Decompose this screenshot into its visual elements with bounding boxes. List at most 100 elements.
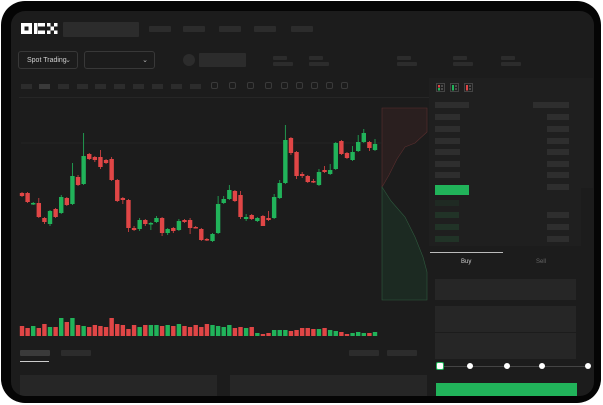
timeframe-button[interactable]: [114, 84, 125, 89]
timeframe-button[interactable]: [152, 84, 163, 89]
slider-step-75[interactable]: [539, 363, 545, 369]
candle-body: [148, 223, 154, 225]
ask-price: [435, 161, 460, 167]
orders-card: [20, 375, 217, 396]
volume-bar: [165, 325, 170, 336]
nav-item[interactable]: [219, 26, 241, 32]
volume-bar: [210, 325, 215, 336]
volume-bar: [288, 331, 294, 336]
trading-screen: Spot Trading ⌄ ⌄ Buy Sell: [11, 11, 594, 396]
candle-body: [232, 191, 238, 201]
volume-bar: [199, 327, 204, 336]
volume-bar: [327, 330, 333, 336]
candle-body: [137, 220, 142, 229]
candle-body: [316, 172, 322, 185]
candle-body: [131, 228, 137, 230]
slider-step-25[interactable]: [467, 363, 473, 369]
timeframe-button[interactable]: [133, 84, 144, 89]
candle-body: [143, 220, 148, 224]
nav-item[interactable]: [254, 26, 276, 32]
amount-slider-handle[interactable]: [436, 362, 444, 370]
candle-body: [64, 198, 70, 205]
drawing-tool-icon[interactable]: [211, 82, 218, 89]
candle-body: [367, 142, 372, 148]
okx-logo[interactable]: [21, 23, 59, 34]
candle-body: [176, 221, 182, 230]
volume-bar: [238, 327, 243, 336]
candle-body: [361, 133, 366, 142]
amount-slider-track[interactable]: [439, 366, 589, 367]
drawing-tool-icon[interactable]: [311, 82, 318, 89]
volume-bar: [221, 327, 226, 336]
filter-button[interactable]: [349, 350, 379, 356]
orderbook-bids-icon[interactable]: [450, 83, 459, 92]
candle-body: [103, 160, 109, 163]
timeframe-button[interactable]: [171, 84, 182, 89]
candle-body: [339, 141, 344, 154]
filter-button[interactable]: [387, 350, 417, 356]
drawing-tool-icon[interactable]: [341, 82, 348, 89]
buy-submit-button[interactable]: [436, 383, 577, 396]
candle-body: [165, 229, 170, 233]
buy-tab[interactable]: Buy: [461, 259, 472, 265]
amount-input[interactable]: [435, 306, 576, 332]
nav-item[interactable]: [291, 26, 313, 32]
candle-body: [227, 190, 232, 199]
orderbook-both-icon[interactable]: [436, 83, 445, 92]
volume-bar: [59, 318, 64, 336]
bid-price: [435, 236, 459, 242]
candle-body: [92, 157, 98, 160]
drawing-tool-icon[interactable]: [281, 82, 288, 89]
tab-order-history[interactable]: [61, 350, 91, 356]
slider-step-100[interactable]: [585, 363, 591, 369]
candle-body: [120, 198, 126, 200]
volume-bar: [70, 318, 75, 336]
drawing-tool-icon[interactable]: [296, 82, 303, 89]
candle-body: [126, 200, 131, 228]
sell-tab[interactable]: Sell: [536, 259, 547, 265]
timeframe-button[interactable]: [190, 84, 201, 89]
volume-bar: [81, 326, 86, 336]
drawing-tool-icon[interactable]: [326, 82, 333, 89]
pair-select[interactable]: ⌄: [84, 51, 155, 69]
candle-body: [42, 218, 47, 222]
candle-body: [271, 197, 277, 218]
timeframe-button[interactable]: [58, 84, 69, 89]
nav-item[interactable]: [149, 26, 171, 32]
volume-bar: [98, 326, 103, 336]
price-input[interactable]: [435, 279, 576, 300]
volume-bar: [227, 325, 232, 336]
volume-bar: [249, 327, 254, 336]
timeframe-button[interactable]: [95, 84, 106, 89]
timeframe-button[interactable]: [77, 84, 88, 89]
volume-bar: [87, 327, 92, 336]
volume-bar: [187, 327, 193, 336]
ask-amount: [547, 172, 569, 178]
search-box[interactable]: [63, 22, 139, 37]
market-type-select[interactable]: Spot Trading ⌄: [18, 51, 78, 69]
orderbook-asks-icon[interactable]: [464, 83, 473, 92]
candle-body: [19, 193, 25, 196]
candle-body: [47, 211, 53, 224]
total-input[interactable]: [435, 333, 576, 359]
drawing-tool-icon[interactable]: [229, 82, 236, 89]
candlestick-chart[interactable]: [11, 97, 431, 342]
ask-amount: [547, 184, 569, 190]
timeframe-button[interactable]: [21, 84, 32, 89]
market-type-label: Spot Trading: [27, 56, 67, 64]
candle-body: [305, 176, 310, 182]
tab-open-orders[interactable]: [20, 350, 50, 356]
coin-icon: [183, 54, 195, 66]
drawing-tool-icon[interactable]: [265, 82, 272, 89]
nav-item[interactable]: [183, 26, 205, 32]
volume-bar: [64, 322, 70, 336]
volume-bar: [75, 325, 81, 336]
timeframe-button[interactable]: [39, 84, 50, 89]
bid-price: [435, 212, 459, 218]
candle-body: [333, 143, 338, 169]
volume-bar: [316, 329, 322, 336]
slider-step-50[interactable]: [504, 363, 510, 369]
candle-body: [215, 204, 221, 233]
drawing-tool-icon[interactable]: [247, 82, 254, 89]
